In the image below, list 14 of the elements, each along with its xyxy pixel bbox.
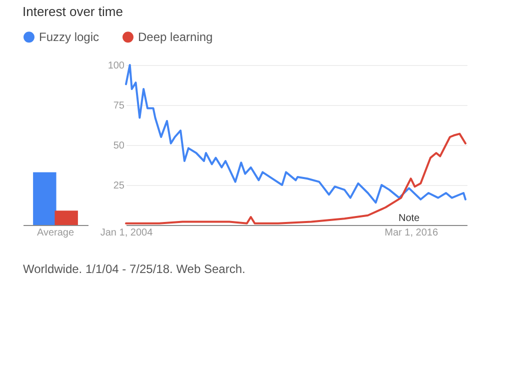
y-tick-label: 75 [113,100,125,112]
annotation: Note [398,213,420,224]
x-tick-label: Average [36,228,74,238]
chart-title: Interest over time [22,4,123,19]
x-tick-label: Mar 1, 2016 [384,228,438,238]
y-tick-label: 25 [113,180,125,192]
legend-label: Fuzzy logic [39,30,100,44]
text: Worldwide. 1/1/04 - 7/25/18. Web Search. [23,262,246,276]
line-series [125,132,466,224]
y-tick-label: 100 [108,60,125,72]
x-tick-label: Jan 1, 2004 [100,228,154,238]
y-tick-label: 50 [113,140,125,152]
legend-label: Deep learning [138,30,213,44]
line-series [125,64,466,204]
